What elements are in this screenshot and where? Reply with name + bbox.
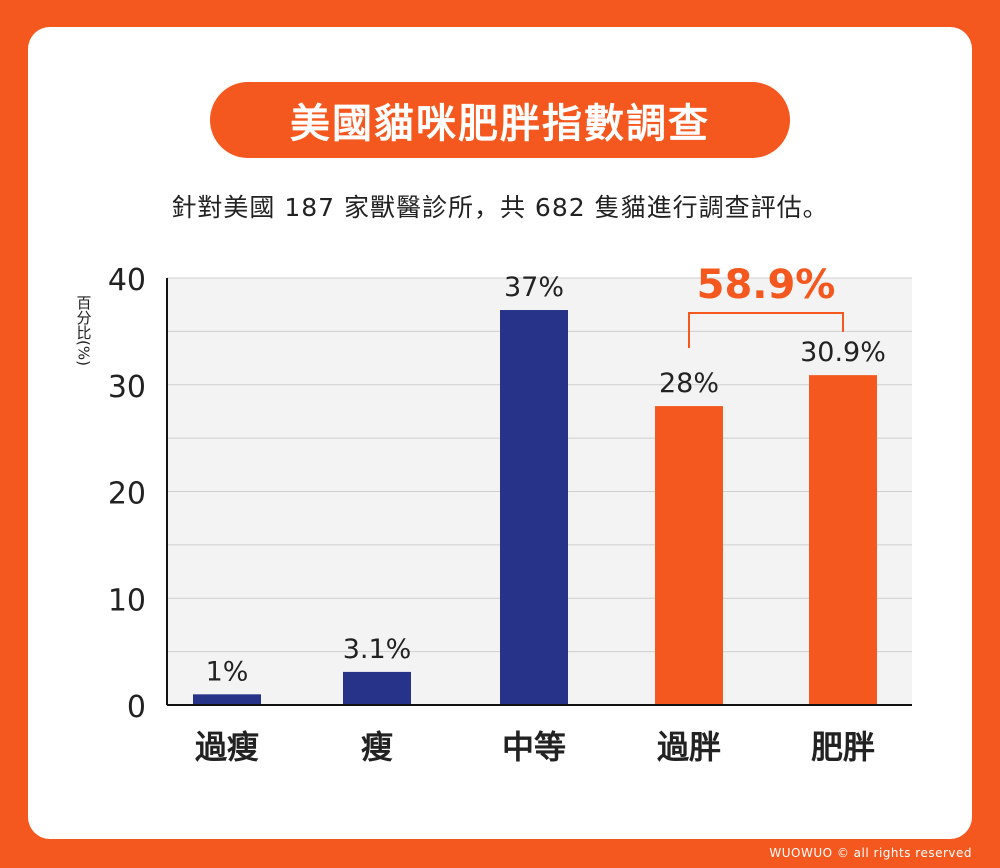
x-tick-label: 過胖 (657, 728, 721, 766)
subtitle: 針對美國 187 家獸醫診所，共 682 隻貓進行調查評估。 (171, 193, 829, 222)
y-tick-label: 30 (108, 370, 146, 405)
bar (809, 375, 877, 705)
x-tick-label: 過瘦 (195, 728, 259, 766)
data-label: 37% (504, 272, 564, 303)
data-label: 3.1% (343, 634, 412, 665)
bar (343, 671, 411, 705)
combined-percent-annotation: 58.9% (697, 262, 836, 308)
data-label: 1% (206, 656, 249, 687)
y-axis-label: 百分比(%) (74, 294, 93, 366)
copyright-footer: WUOWUO © all rights reserved (769, 846, 972, 860)
x-tick-label: 肥胖 (811, 728, 875, 766)
page-title: 美國貓咪肥胖指數調查 (210, 82, 790, 158)
bar (193, 694, 261, 705)
data-label: 30.9% (800, 337, 886, 368)
y-tick-label: 10 (108, 583, 146, 618)
y-tick-label: 40 (108, 263, 146, 298)
x-tick-label: 中等 (502, 728, 566, 766)
data-label: 28% (659, 368, 719, 399)
y-tick-label: 20 (108, 477, 146, 512)
bracket-line (688, 312, 844, 348)
bar (655, 406, 723, 705)
x-tick-label: 瘦 (361, 728, 393, 766)
y-tick-label: 0 (127, 690, 146, 725)
bar (500, 310, 568, 705)
